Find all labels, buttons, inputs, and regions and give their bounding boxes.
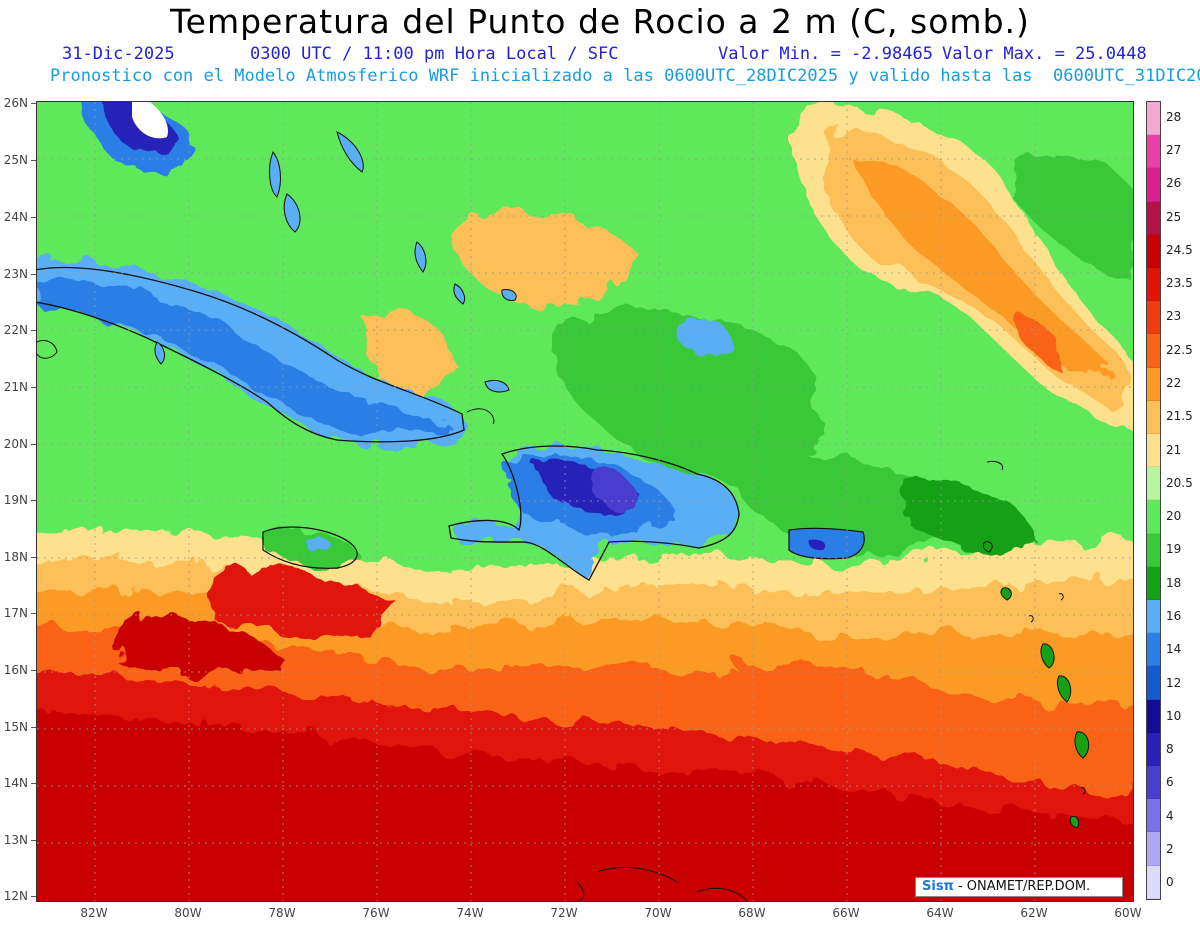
colorbar-label: 6 (1166, 775, 1174, 790)
model-info: Pronostico con el Modelo Atmosferico WRF… (50, 66, 1200, 86)
lon-label: 62W (1020, 906, 1048, 920)
lon-label: 74W (456, 906, 484, 920)
colorbar-segment (1147, 533, 1160, 567)
lon-label: 70W (644, 906, 672, 920)
colorbar-segment (1147, 268, 1160, 302)
colorbar-label: 23.5 (1166, 276, 1193, 291)
lat-label: 25N (3, 153, 36, 167)
colorbar-label: 20.5 (1166, 475, 1193, 490)
credit-org: - ONAMET/REP.DOM. (953, 879, 1091, 894)
credit-box: Sisπ - ONAMET/REP.DOM. (915, 877, 1123, 897)
lat-label: 24N (3, 210, 36, 224)
colorbar-segment (1147, 301, 1160, 335)
colorbar-segment (1147, 434, 1160, 468)
lon-label: 66W (832, 906, 860, 920)
max-value: Valor Max. = 25.0448 (942, 44, 1147, 64)
colorbar-label: 10 (1166, 708, 1182, 723)
lon-label: 68W (738, 906, 766, 920)
colorbar-label: 27 (1166, 142, 1182, 157)
colorbar-label: 12 (1166, 675, 1182, 690)
colorbar-label: 0 (1166, 875, 1174, 890)
colorbar-segment (1147, 566, 1160, 601)
lat-label: 19N (3, 493, 36, 507)
lon-label: 82W (80, 906, 108, 920)
lat-label: 17N (3, 606, 36, 620)
lat-label: 16N (3, 663, 36, 677)
colorbar-label: 26 (1166, 176, 1182, 191)
dewpoint-map (36, 101, 1134, 902)
colorbar-segment (1147, 102, 1160, 136)
lon-label: 76W (362, 906, 390, 920)
colorbar-segment (1147, 600, 1160, 634)
colorbar-segment (1147, 367, 1160, 401)
colorbar-label: 19 (1166, 542, 1182, 557)
colorbar-label: 18 (1166, 575, 1182, 590)
map-title: Temperatura del Punto de Rocio a 2 m (C,… (170, 2, 1030, 41)
colorbar-segment (1147, 234, 1160, 269)
lon-label: 80W (174, 906, 202, 920)
colorbar-label: 16 (1166, 609, 1182, 624)
lat-label: 15N (3, 720, 36, 734)
colorbar-label: 24.5 (1166, 242, 1193, 257)
lat-label: 20N (3, 437, 36, 451)
colorbar-segment (1147, 699, 1160, 733)
lat-label: 12N (3, 889, 36, 903)
colorbar-label: 8 (1166, 742, 1174, 757)
forecast-date: 31-Dic-2025 (62, 44, 175, 64)
colorbar-segment (1147, 865, 1160, 899)
colorbar-segment (1147, 766, 1160, 800)
lat-label: 14N (3, 776, 36, 790)
colorbar-label: 23 (1166, 309, 1182, 324)
lon-label: 72W (550, 906, 578, 920)
colorbar-label: 4 (1166, 808, 1174, 823)
colorbar-label: 25 (1166, 209, 1182, 224)
colorbar-segment (1147, 201, 1160, 235)
colorbar-segment (1147, 334, 1160, 368)
colorbar-segment (1147, 168, 1160, 202)
min-value: Valor Min. = -2.98465 (718, 44, 933, 64)
sispi-logo: Sisπ (922, 879, 954, 894)
colorbar-segment (1147, 135, 1160, 169)
colorbar (1146, 101, 1161, 900)
colorbar-segment (1147, 500, 1160, 534)
colorbar-segment (1147, 400, 1160, 435)
colorbar-segment (1147, 467, 1160, 501)
colorbar-label: 2 (1166, 842, 1174, 857)
colorbar-label: 14 (1166, 642, 1182, 657)
lat-label: 23N (3, 267, 36, 281)
lon-label: 60W (1114, 906, 1142, 920)
forecast-time: 0300 UTC / 11:00 pm Hora Local / SFC (250, 44, 619, 64)
colorbar-label: 21 (1166, 442, 1182, 457)
colorbar-label: 20 (1166, 509, 1182, 524)
lat-label: 26N (3, 96, 36, 110)
lat-label: 18N (3, 550, 36, 564)
lat-label: 13N (3, 833, 36, 847)
colorbar-label: 22 (1166, 375, 1182, 390)
colorbar-label: 21.5 (1166, 409, 1193, 424)
lat-label: 22N (3, 323, 36, 337)
colorbar-segment (1147, 666, 1160, 700)
colorbar-segment (1147, 799, 1160, 833)
lon-label: 78W (268, 906, 296, 920)
colorbar-label: 22.5 (1166, 342, 1193, 357)
colorbar-segment (1147, 732, 1160, 767)
colorbar-segment (1147, 633, 1160, 667)
colorbar-label: 28 (1166, 109, 1182, 124)
lon-label: 64W (926, 906, 954, 920)
lat-label: 21N (3, 380, 36, 394)
colorbar-segment (1147, 832, 1160, 866)
